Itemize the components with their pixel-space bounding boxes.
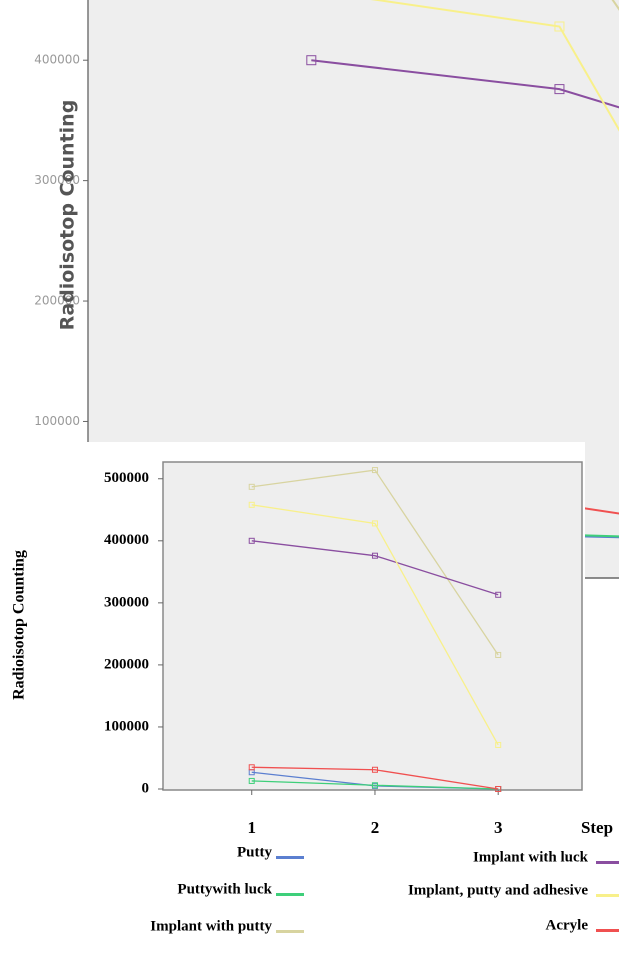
y-tick-label: 300000 [34, 173, 80, 187]
x-tick-label: 1 [247, 818, 256, 837]
point-marker [495, 591, 502, 598]
legend-label: Acryle [546, 917, 589, 933]
y-axis-label: Radioisotop Counting [57, 100, 79, 331]
point-marker [554, 84, 565, 95]
point-marker [495, 741, 502, 748]
point-marker [248, 537, 255, 544]
series-line [251, 766, 499, 790]
point-marker [248, 777, 255, 784]
x-axis-label: Step [581, 818, 613, 837]
x-tick-label: 3 [494, 818, 503, 837]
y-tick-label: 0 [142, 780, 150, 796]
series-line [370, 0, 619, 132]
y-tick-label: 300000 [104, 594, 149, 610]
point-marker [371, 782, 378, 789]
y-tick-label: 400000 [104, 532, 149, 548]
series-line [311, 59, 619, 109]
point-marker [248, 483, 255, 490]
legend-swatch [276, 893, 304, 896]
point-marker [371, 552, 378, 559]
y-tick-label: 400000 [34, 53, 80, 67]
point-marker [495, 786, 502, 792]
legend-label: Implant with putty [150, 918, 272, 934]
y-tick-label: 200000 [34, 294, 80, 308]
point-marker [248, 501, 255, 508]
legend-label: Implant with luck [473, 849, 589, 865]
series-group [248, 467, 502, 792]
legend-label: Implant, putty and adhesive [408, 882, 588, 898]
point-marker [371, 467, 378, 474]
point-marker [554, 21, 565, 32]
y-axis-label: Radioisotop Counting [11, 550, 28, 700]
y-tick-label: 100000 [34, 414, 80, 428]
point-marker [371, 520, 378, 527]
inset-chart: 0 100000 200000 300000 400000 500000 1 2 3 Radioi… [11, 467, 619, 934]
legend-swatch [596, 861, 619, 864]
legend-swatch [276, 930, 304, 933]
point-marker [495, 651, 502, 658]
point-marker [248, 764, 255, 771]
series-line [251, 469, 499, 656]
legend-label: Putty [237, 844, 272, 860]
series-line [251, 540, 499, 596]
y-tick-label: 500000 [104, 470, 149, 486]
inset-plot-area [162, 461, 583, 791]
series-line [251, 780, 499, 790]
point-marker [371, 766, 378, 773]
point-marker [306, 55, 317, 66]
legend-swatch [596, 894, 619, 897]
legend-swatch [276, 856, 304, 859]
series-line [251, 504, 499, 746]
y-tick-label: 200000 [104, 656, 149, 672]
x-tick-label: 2 [371, 818, 380, 837]
legend-label: Puttywith luck [177, 881, 272, 897]
legend-swatch [596, 929, 619, 932]
y-tick-label: 100000 [104, 718, 149, 734]
